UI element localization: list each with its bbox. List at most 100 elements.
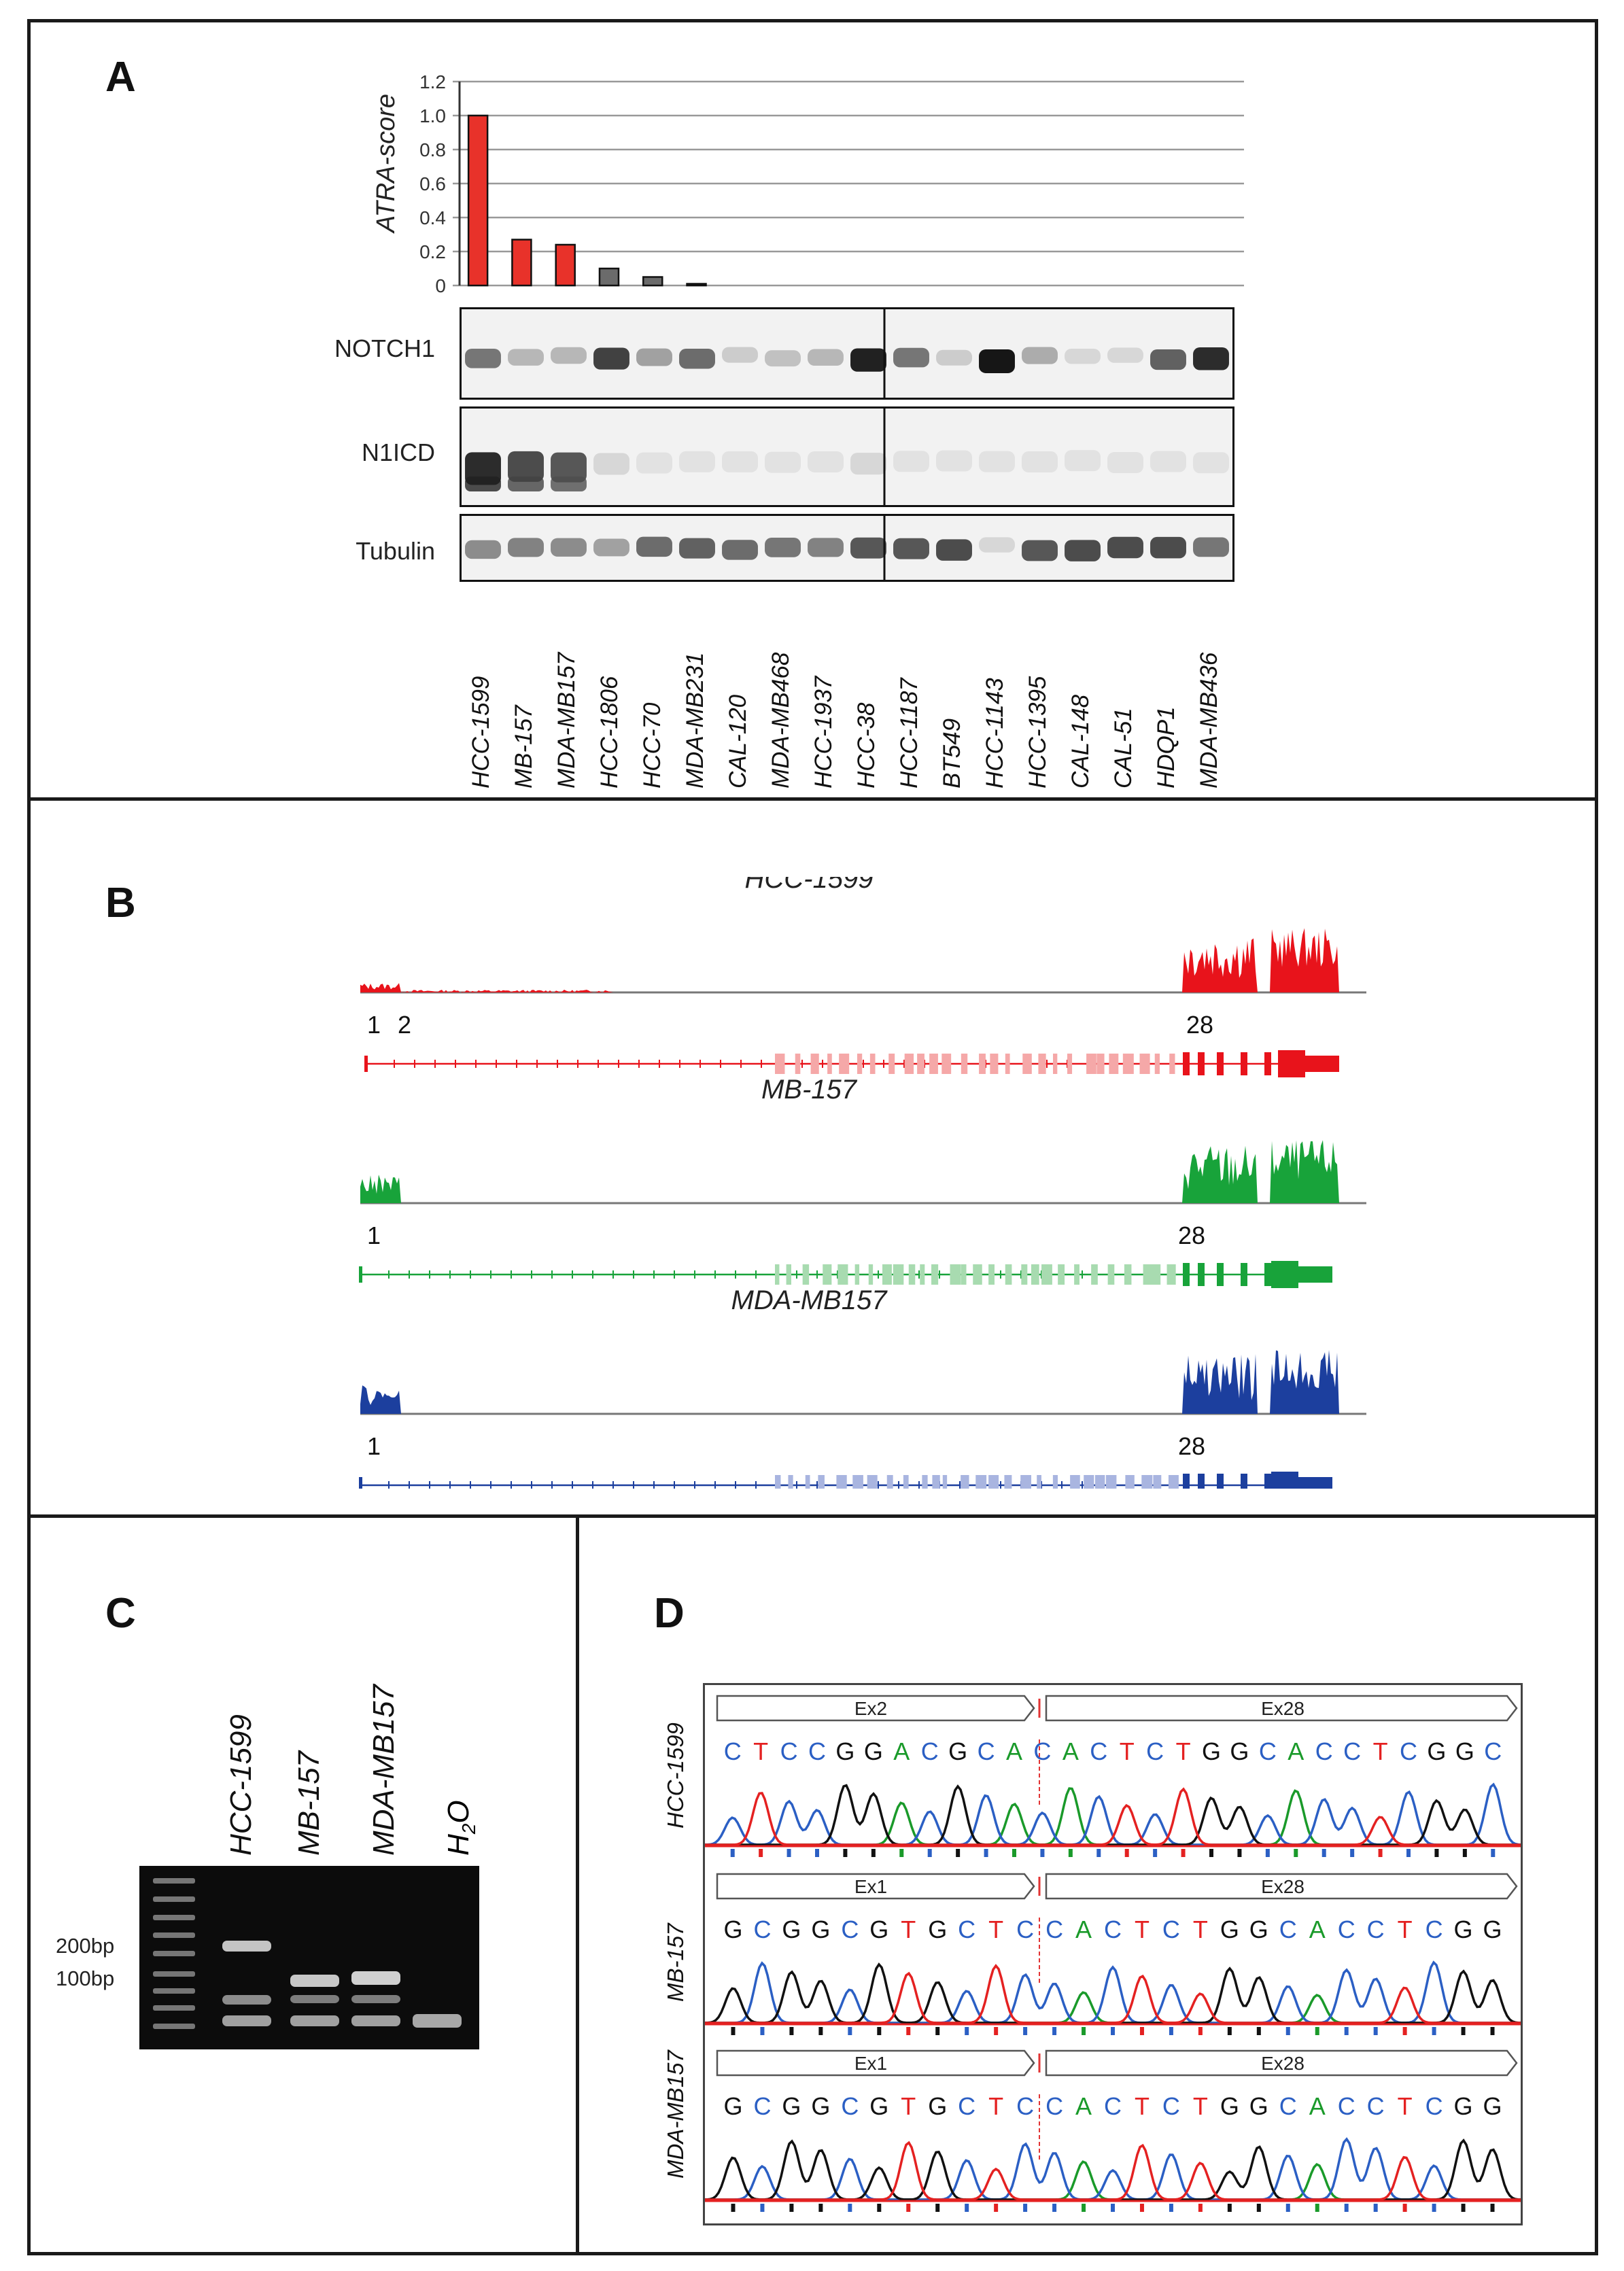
exon <box>1169 1054 1175 1074</box>
exon <box>827 1054 832 1074</box>
blot-band <box>1022 540 1058 561</box>
base-tick <box>1378 1849 1383 1857</box>
y-tick-label: 0.6 <box>419 173 446 194</box>
base-tick <box>1461 2027 1466 2035</box>
exon <box>961 1054 968 1074</box>
exon <box>810 1054 819 1074</box>
base-call: G <box>1220 1915 1239 1943</box>
exon <box>818 1475 825 1489</box>
exon <box>775 1054 785 1074</box>
blot-band <box>679 349 715 369</box>
base-tick <box>848 2204 852 2212</box>
blot-band <box>979 537 1015 553</box>
base-call: C <box>1016 2092 1034 2120</box>
blot-band <box>1065 540 1101 561</box>
base-tick <box>994 2204 999 2212</box>
blot-band <box>850 348 886 372</box>
exon <box>1152 1264 1161 1285</box>
ladder-band <box>153 1932 195 1938</box>
exon <box>893 1264 904 1285</box>
exon <box>1037 1475 1041 1489</box>
base-tick <box>1237 1849 1242 1857</box>
blot-band <box>551 452 587 483</box>
exon <box>1053 1054 1058 1074</box>
exon <box>836 1475 847 1489</box>
sample-name-HCC-1599: HCC-1599 <box>663 1722 688 1828</box>
base-tick <box>760 2027 765 2035</box>
base-call: G <box>1454 2092 1473 2120</box>
blot-band <box>508 349 544 366</box>
exon <box>1084 1475 1094 1489</box>
base-tick <box>1169 2027 1173 2035</box>
lane-label-MDA-MB468: MDA-MB468 <box>767 652 794 788</box>
blot-band <box>893 347 929 368</box>
exon <box>854 1264 860 1285</box>
exon-label: 2 <box>398 1011 411 1039</box>
blot-band <box>1193 452 1229 474</box>
base-call: A <box>1075 2092 1092 2120</box>
base-call: G <box>869 1915 888 1943</box>
exon <box>908 1264 916 1285</box>
exon <box>1096 1054 1105 1074</box>
base-call: C <box>1315 1737 1333 1765</box>
base-tick <box>789 2027 794 2035</box>
utr-block <box>1271 1261 1298 1288</box>
gel-lane-label-HCC-1599: HCC-1599 <box>224 1714 258 1856</box>
base-tick <box>759 1849 763 1857</box>
exon <box>852 1475 863 1489</box>
blot-band <box>1107 452 1143 474</box>
exon <box>1167 1264 1176 1285</box>
exon <box>1022 1054 1032 1074</box>
base-call: G <box>1220 2092 1239 2120</box>
base-call: G <box>864 1737 883 1765</box>
base-call: C <box>1104 1915 1122 1943</box>
gel-band <box>290 1975 339 1987</box>
base-call: C <box>1400 1737 1417 1765</box>
ladder-band <box>153 1951 195 1956</box>
utr-block <box>1298 1477 1332 1489</box>
blot-band <box>936 349 972 366</box>
y-tick-label: 0 <box>435 275 446 296</box>
gel-band <box>222 1995 271 2005</box>
exon <box>1074 1264 1079 1285</box>
exon <box>1091 1264 1098 1285</box>
exon <box>1241 1052 1247 1075</box>
exon <box>1067 1054 1073 1074</box>
exon <box>1183 1263 1190 1286</box>
exon <box>1139 1054 1150 1074</box>
blot-band <box>636 536 672 557</box>
exon <box>1125 1475 1135 1489</box>
blot-band <box>808 451 844 472</box>
base-tick <box>1068 1849 1073 1857</box>
base-tick <box>1491 1849 1496 1857</box>
lane-label-CAL-148: CAL-148 <box>1067 694 1094 788</box>
base-call: G <box>1455 1737 1474 1765</box>
trace-C <box>705 2137 1521 2201</box>
base-tick <box>1209 1849 1213 1857</box>
base-tick <box>906 2204 911 2212</box>
bar-MDA-MB231 <box>686 283 707 287</box>
exon <box>1264 1052 1271 1075</box>
base-call: C <box>958 1915 975 1943</box>
lane-label-HCC-1187: HCC-1187 <box>895 678 922 788</box>
base-tick <box>899 1849 904 1857</box>
lane-label-HCC-1937: HCC-1937 <box>810 676 837 788</box>
exon <box>1143 1264 1154 1285</box>
exon <box>1141 1475 1153 1489</box>
blot-band <box>936 539 972 561</box>
base-call: C <box>1367 2092 1385 2120</box>
base-call: C <box>841 1915 859 1943</box>
base-call: G <box>1483 1915 1502 1943</box>
base-tick <box>1040 1849 1045 1857</box>
exon-label: Ex28 <box>1261 2053 1305 2074</box>
coverage-track-MDA-MB157: MDA-MB157 1 28 <box>359 1285 1366 1489</box>
blot-band <box>508 538 544 557</box>
blot-band <box>722 540 758 560</box>
base-call: C <box>1104 2092 1122 2120</box>
gel-band <box>351 1995 400 2003</box>
base-tick <box>787 1849 791 1857</box>
ladder-band <box>153 1988 195 1994</box>
trace-T <box>705 1964 1521 2024</box>
